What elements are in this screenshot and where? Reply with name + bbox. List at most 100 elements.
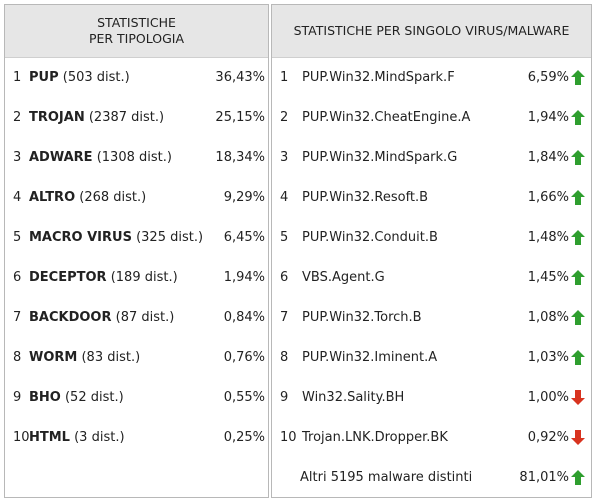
type-percentage: 0,25%	[223, 429, 265, 445]
malware-percentage: 1,66%	[527, 189, 569, 205]
type-name-cell: BACKDOOR (87 dist.)	[25, 310, 205, 325]
type-row: 8 WORM (83 dist.) 0,76%	[5, 337, 268, 377]
malware-name: Win32.Sality.BH	[302, 389, 405, 405]
malware-row: 10 Trojan.LNK.Dropper.BK 0,92%	[272, 417, 591, 457]
type-row: 10 HTML (3 dist.) 0,25%	[5, 417, 268, 457]
malware-row: 8 PUP.Win32.Iminent.A 1,03%	[272, 337, 591, 377]
rank-number: 1	[13, 69, 22, 85]
type-count: (2387 dist.)	[88, 109, 165, 125]
type-name-cell: TROJAN (2387 dist.)	[25, 110, 205, 125]
type-name: DECEPTOR	[29, 269, 107, 285]
trend-up-arrow-icon	[569, 469, 587, 485]
type-name: BACKDOOR	[29, 309, 112, 325]
rank-number: 5	[280, 229, 289, 245]
malware-name: PUP.Win32.Resoft.B	[302, 189, 429, 205]
malware-name: Altri 5195 malware distinti	[300, 469, 473, 485]
rank-number: 9	[280, 389, 289, 405]
malware-name: VBS.Agent.G	[302, 269, 385, 285]
type-percentage: 0,84%	[223, 309, 265, 325]
malware-row: 1 PUP.Win32.MindSpark.F 6,59%	[272, 57, 591, 97]
type-name: ALTRO	[29, 189, 76, 205]
malware-percentage: 1,45%	[527, 269, 569, 285]
rank-number: 7	[13, 309, 22, 325]
malware-percentage: 1,08%	[527, 309, 569, 325]
type-row: 9 BHO (52 dist.) 0,55%	[5, 377, 268, 417]
rank-number: 5	[13, 229, 22, 245]
type-name: WORM	[29, 349, 78, 365]
header-line-2: PER TIPOLOGIA	[88, 31, 185, 46]
type-row: 1 PUP (503 dist.) 36,43%	[5, 57, 268, 97]
type-percentage: 25,15%	[215, 109, 265, 125]
type-name-cell: MACRO VIRUS (325 dist.)	[25, 230, 205, 245]
stats-by-malware-header: STATISTICHE PER SINGOLO VIRUS/MALWARE	[272, 5, 591, 58]
type-name-cell: BHO (52 dist.)	[25, 390, 205, 405]
malware-row: 4 PUP.Win32.Resoft.B 1,66%	[272, 177, 591, 217]
type-row: 6 DECEPTOR (189 dist.) 1,94%	[5, 257, 268, 297]
malware-percentage: 1,03%	[527, 349, 569, 365]
trend-down-arrow-icon	[569, 389, 587, 405]
trend-up-arrow-icon	[569, 309, 587, 325]
rank-number: 10	[13, 429, 30, 445]
type-name: PUP	[29, 69, 59, 85]
type-count: (325 dist.)	[136, 229, 204, 245]
malware-percentage: 1,94%	[527, 109, 569, 125]
rank-number: 8	[13, 349, 22, 365]
header-line-1: STATISTICHE	[97, 15, 176, 30]
rank-number: 1	[280, 69, 289, 85]
malware-name: PUP.Win32.CheatEngine.A	[302, 109, 471, 125]
trend-up-arrow-icon	[569, 229, 587, 245]
stats-by-type-panel: STATISTICHE PER TIPOLOGIA 1 PUP (503 dist…	[4, 4, 269, 498]
other-malware-row: Altri 5195 malware distinti 81,01%	[296, 457, 591, 497]
type-count: (83 dist.)	[81, 349, 141, 365]
type-name-cell: ADWARE (1308 dist.)	[25, 150, 205, 165]
type-name-cell: WORM (83 dist.)	[25, 350, 205, 365]
trend-up-arrow-icon	[569, 349, 587, 365]
rank-number: 2	[13, 109, 22, 125]
stats-by-type-header: STATISTICHE PER TIPOLOGIA	[5, 5, 268, 58]
type-name: MACRO VIRUS	[29, 229, 132, 245]
malware-percentage: 1,84%	[527, 149, 569, 165]
malware-name: PUP.Win32.Conduit.B	[302, 229, 438, 245]
malware-percentage: 1,48%	[527, 229, 569, 245]
rank-number: 3	[13, 149, 22, 165]
malware-row: 2 PUP.Win32.CheatEngine.A 1,94%	[272, 97, 591, 137]
malware-percentage: 81,01%	[519, 469, 569, 485]
malware-row: 3 PUP.Win32.MindSpark.G 1,84%	[272, 137, 591, 177]
type-count: (1308 dist.)	[96, 149, 172, 165]
type-percentage: 6,45%	[223, 229, 265, 245]
type-count: (268 dist.)	[79, 189, 147, 205]
type-name: BHO	[29, 389, 61, 405]
type-row: 2 TROJAN (2387 dist.) 25,15%	[5, 97, 268, 137]
malware-row: 6 VBS.Agent.G 1,45%	[272, 257, 591, 297]
type-name-cell: HTML (3 dist.)	[25, 430, 205, 445]
type-name-cell: DECEPTOR (189 dist.)	[25, 270, 205, 285]
rank-number: 6	[280, 269, 289, 285]
trend-up-arrow-icon	[569, 269, 587, 285]
rank-number: 10	[280, 429, 297, 445]
type-row: 5 MACRO VIRUS (325 dist.) 6,45%	[5, 217, 268, 257]
rank-number: 2	[280, 109, 289, 125]
rank-number: 6	[13, 269, 22, 285]
malware-percentage: 1,00%	[527, 389, 569, 405]
type-name: TROJAN	[29, 109, 85, 125]
malware-name: PUP.Win32.Iminent.A	[302, 349, 438, 365]
rank-number: 8	[280, 349, 289, 365]
trend-up-arrow-icon	[569, 149, 587, 165]
malware-percentage: 6,59%	[527, 69, 569, 85]
trend-up-arrow-icon	[569, 69, 587, 85]
type-name-cell: ALTRO (268 dist.)	[25, 190, 205, 205]
type-percentage: 36,43%	[215, 69, 265, 85]
type-row: 4 ALTRO (268 dist.) 9,29%	[5, 177, 268, 217]
rank-number: 7	[280, 309, 289, 325]
trend-down-arrow-icon	[569, 429, 587, 445]
type-name: ADWARE	[29, 149, 93, 165]
rank-number: 9	[13, 389, 22, 405]
type-count: (3 dist.)	[74, 429, 125, 445]
type-count: (87 dist.)	[115, 309, 175, 325]
type-percentage: 1,94%	[223, 269, 265, 285]
malware-name: PUP.Win32.Torch.B	[302, 309, 422, 325]
type-name: HTML	[29, 429, 70, 445]
type-count: (189 dist.)	[110, 269, 178, 285]
malware-percentage: 0,92%	[527, 429, 569, 445]
